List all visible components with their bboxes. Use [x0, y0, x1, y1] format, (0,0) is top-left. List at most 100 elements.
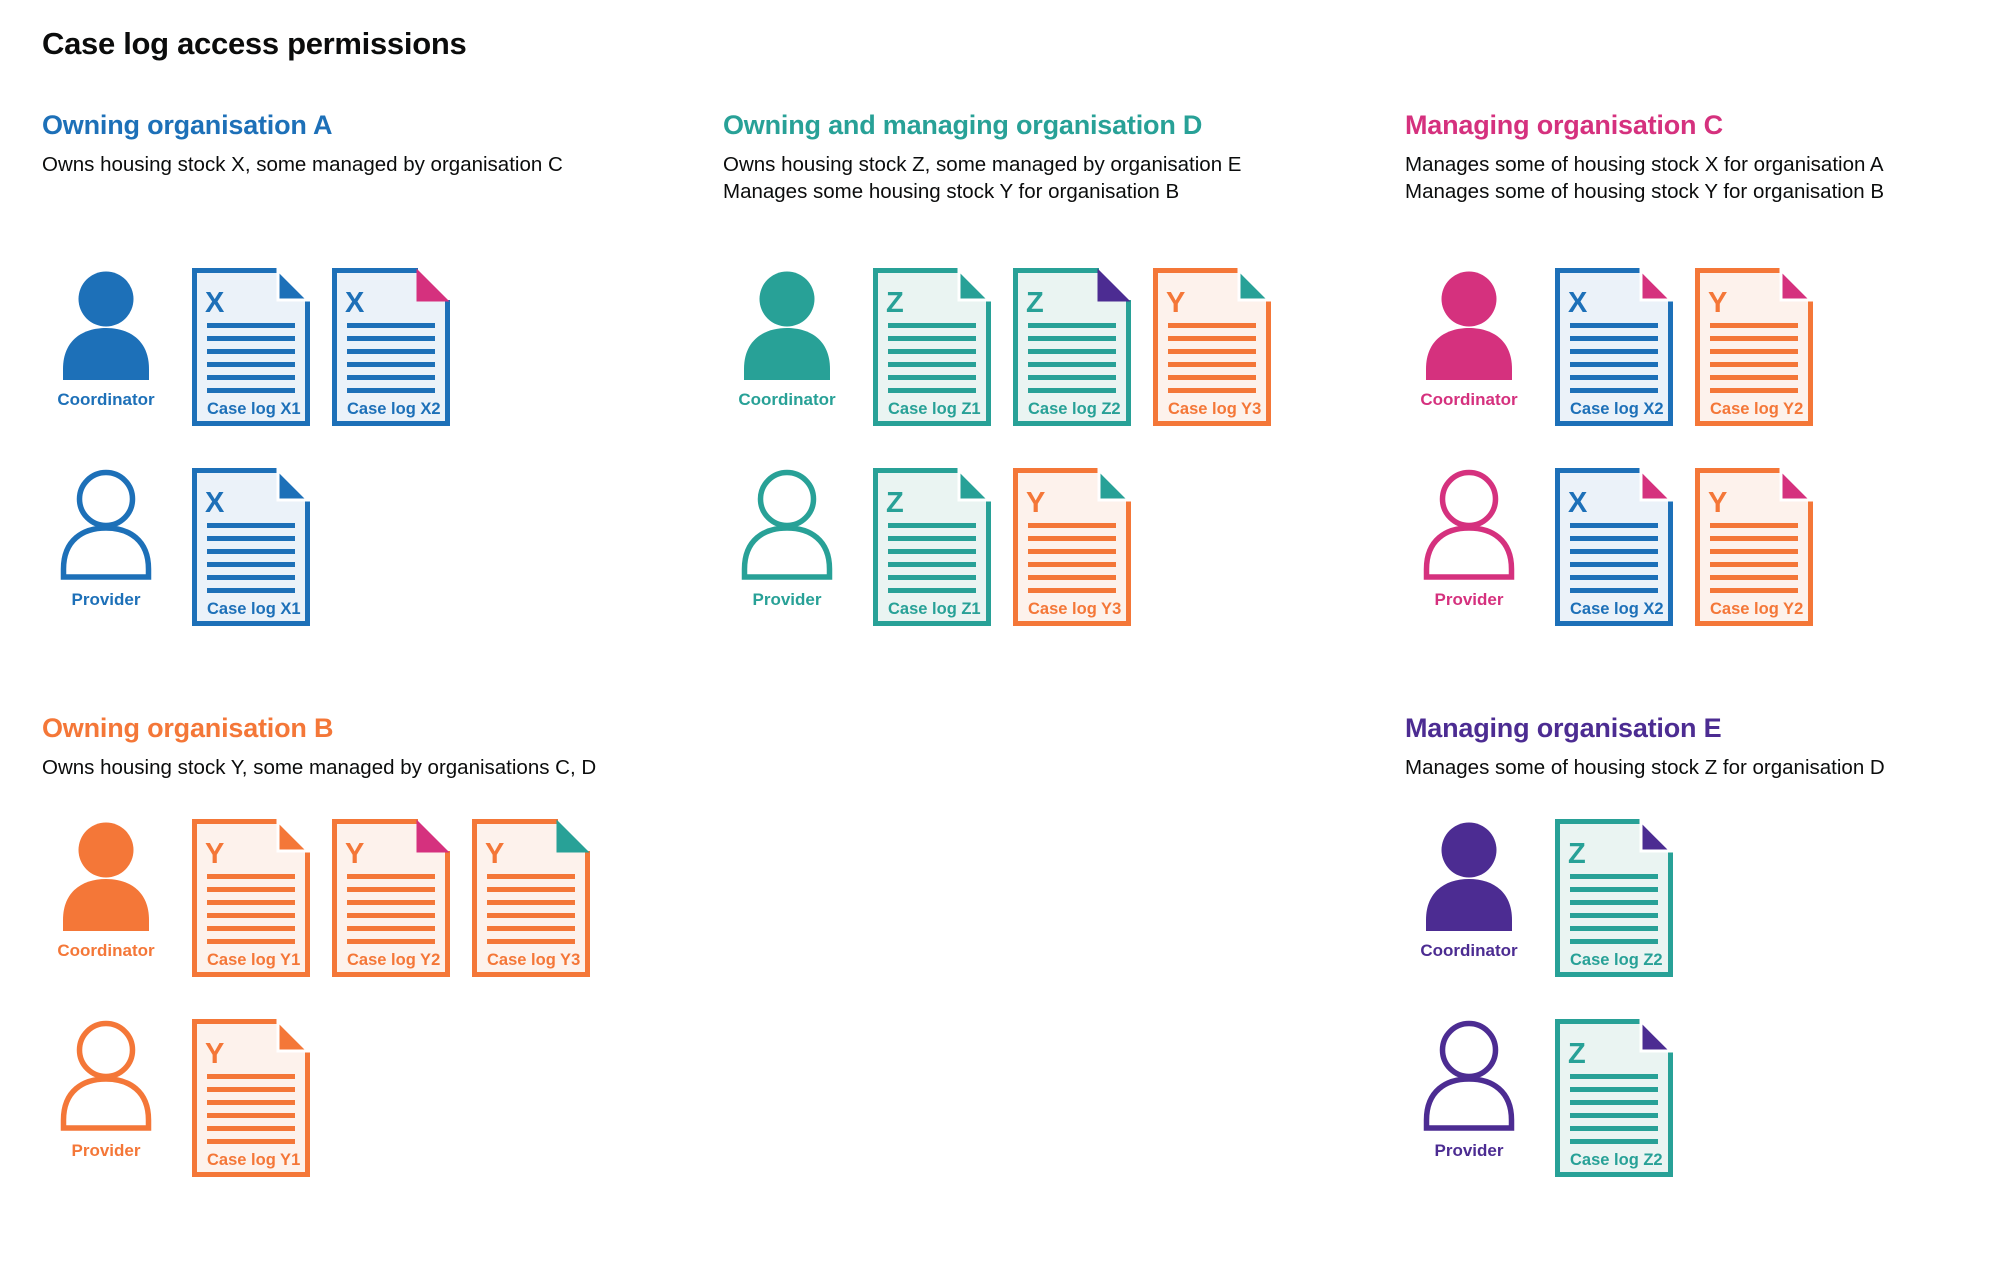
doc-text-line	[888, 388, 976, 393]
role-label: Provider	[752, 590, 822, 609]
stock-letter: Z	[886, 287, 904, 319]
case-log-doc-icon: Y Case log Y3	[1153, 268, 1271, 426]
doc-border	[1555, 1019, 1673, 1177]
coordinator-icon	[744, 271, 830, 380]
role-label: Provider	[71, 590, 141, 609]
folded-corner-icon	[276, 819, 310, 853]
doc-text-line	[207, 874, 295, 879]
doc-text-line	[888, 562, 976, 567]
role-label: Provider	[1434, 1141, 1504, 1160]
case-log-doc-icon: X Case log X2	[332, 268, 450, 426]
doc-text-line	[1570, 388, 1658, 393]
section-rows: Coordinator X Case log X1 X Case log X2 …	[42, 268, 450, 626]
doc-text-line	[207, 926, 295, 931]
section-rows: Coordinator Z Case log Z1 Z Case log Z2 …	[723, 268, 1271, 626]
doc-text-line	[207, 388, 295, 393]
section-title: Owning organisation A	[42, 110, 333, 140]
section-description-line: Owns housing stock X, some managed by or…	[42, 153, 563, 176]
doc-group: X Case log X2 Y Case log Y2	[1555, 268, 1813, 426]
folded-corner-icon	[1779, 468, 1813, 502]
case-log-doc-icon: Z Case log Z2	[1555, 1019, 1673, 1177]
folded-corner-icon	[1779, 268, 1813, 302]
doc-text-line	[207, 562, 295, 567]
person-head	[1441, 822, 1497, 878]
doc-text-line	[347, 913, 435, 918]
case-log-doc-icon: Y Case log Y2	[332, 819, 450, 977]
section-rows: Coordinator X Case log X2 Y Case log Y2 …	[1405, 268, 1813, 626]
doc-page	[875, 270, 989, 424]
doc-label: Case log X1	[207, 400, 301, 418]
doc-group: X Case log X1 X Case log X2	[192, 268, 450, 426]
doc-text-line	[1570, 939, 1658, 944]
doc-text-line	[1570, 349, 1658, 354]
person-body	[1423, 1076, 1515, 1131]
provider-icon	[1423, 469, 1515, 580]
doc-text-line	[1710, 588, 1798, 593]
doc-border	[1695, 268, 1813, 426]
stock-letter: Z	[1026, 287, 1044, 319]
provider-icon	[60, 1020, 152, 1131]
stock-letter: Z	[1568, 838, 1586, 870]
doc-border	[873, 268, 991, 426]
doc-text-line	[1710, 549, 1798, 554]
person-head	[759, 271, 815, 327]
doc-label: Case log Y2	[1710, 400, 1803, 418]
doc-label: Case log Y3	[1028, 600, 1121, 618]
doc-page	[1557, 270, 1671, 424]
section-owning-and-managing-organisation-d: Owning and managing organisation D Owns …	[723, 110, 1363, 626]
stock-letter: X	[1568, 287, 1588, 319]
doc-text-line	[347, 887, 435, 892]
person-coordinator: Coordinator	[1405, 268, 1533, 410]
person-head	[1441, 271, 1497, 327]
doc-page	[1557, 1021, 1671, 1175]
section-description-line: Owns housing stock Y, some managed by or…	[42, 756, 597, 779]
doc-text-line	[1168, 375, 1256, 380]
doc-page	[194, 821, 308, 975]
doc-text-line	[1570, 1087, 1658, 1092]
stock-letter: X	[205, 287, 225, 319]
doc-border	[472, 819, 590, 977]
person-body	[741, 525, 833, 580]
doc-text-line	[487, 913, 575, 918]
section-rows: Coordinator Y Case log Y1 Y Case log Y2 …	[42, 819, 590, 1177]
person-coordinator: Coordinator	[723, 268, 851, 410]
doc-label: Case log Y3	[487, 951, 580, 969]
doc-text-line	[207, 375, 295, 380]
provider-icon	[1423, 1020, 1515, 1131]
person-body	[1423, 525, 1515, 580]
role-label: Coordinator	[1420, 941, 1518, 960]
doc-text-line	[487, 900, 575, 905]
doc-label: Case log Z2	[1028, 400, 1121, 418]
doc-text-line	[347, 362, 435, 367]
folded-corner-icon	[1097, 268, 1131, 302]
doc-text-line	[888, 323, 976, 328]
doc-text-line	[207, 575, 295, 580]
stock-letter: Y	[205, 838, 224, 870]
stock-letter: Y	[1708, 287, 1727, 319]
doc-text-line	[207, 588, 295, 593]
role-row-provider: Provider Z Case log Z2	[1405, 1019, 1673, 1177]
doc-border	[192, 1019, 310, 1177]
doc-text-line	[1570, 1074, 1658, 1079]
section-rows: Coordinator Z Case log Z2 Provider Z Cas…	[1405, 819, 1673, 1177]
doc-page	[474, 821, 588, 975]
person-provider: Provider	[42, 1019, 170, 1161]
section-description-line: Manages some of housing stock Z for orga…	[1405, 756, 1885, 779]
doc-text-line	[1710, 349, 1798, 354]
doc-label: Case log Y1	[207, 951, 300, 969]
case-log-doc-icon: Z Case log Z2	[1555, 819, 1673, 977]
doc-label: Case log Y3	[1168, 400, 1261, 418]
folded-corner-icon	[957, 468, 991, 502]
doc-text-line	[1028, 362, 1116, 367]
case-log-doc-icon: X Case log X1	[192, 468, 310, 626]
doc-text-line	[347, 388, 435, 393]
doc-text-line	[1570, 562, 1658, 567]
doc-text-line	[1570, 536, 1658, 541]
folded-corner-icon	[556, 819, 590, 853]
doc-page	[1015, 470, 1129, 624]
provider-icon	[60, 469, 152, 580]
provider-icon	[741, 469, 833, 580]
folded-corner-icon	[1639, 468, 1673, 502]
doc-text-line	[1570, 1139, 1658, 1144]
doc-label: Case log X2	[1570, 600, 1664, 618]
